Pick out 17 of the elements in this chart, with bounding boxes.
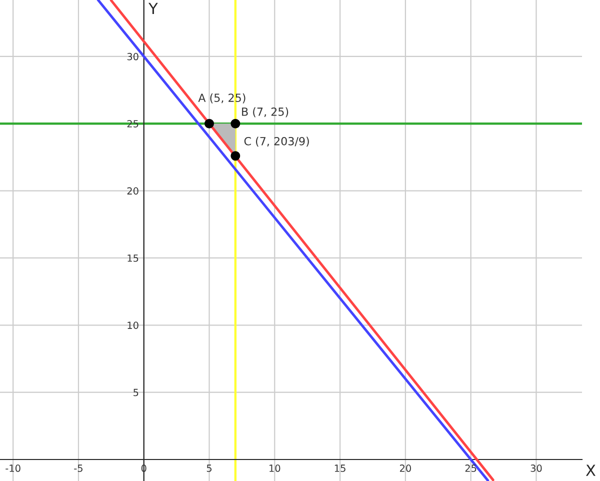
annotation: C (7, 203/9): [244, 136, 309, 147]
x-tick-label: 5: [206, 464, 212, 472]
x-tick-label: -5: [74, 464, 82, 472]
y-tick-label: 15: [128, 254, 138, 262]
y-tick-label: 20: [127, 187, 138, 195]
y-tick-label: 5: [134, 388, 138, 396]
x-tick-label: 15: [334, 464, 346, 472]
x-tick-label: 20: [400, 464, 411, 472]
x-tick-label: 10: [270, 464, 280, 472]
x-axis-title: X: [586, 464, 596, 476]
x-tick-label: 30: [530, 464, 542, 472]
y-tick-label: 10: [128, 322, 138, 329]
x-tick-label: -10: [6, 464, 20, 472]
y-tick-label: 30: [127, 52, 138, 60]
annotation: B (7, 25): [242, 107, 288, 118]
y-axis-title: Y: [148, 2, 158, 14]
x-tick-label: 25: [465, 464, 476, 472]
